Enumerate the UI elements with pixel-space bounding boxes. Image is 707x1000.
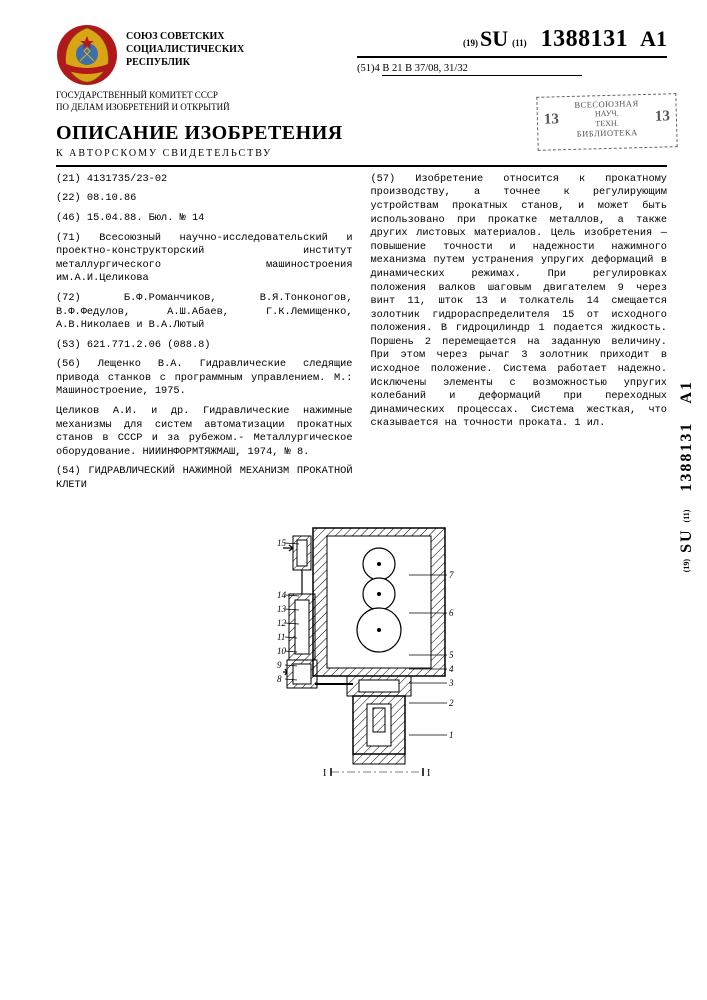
document-code: (19) SU (11) 1388131 A1	[357, 24, 667, 58]
svg-text:3: 3	[448, 678, 454, 688]
code-su: SU	[480, 25, 508, 53]
stamp-left: 13	[544, 111, 559, 131]
side-doc-code: (19) SU (11) 1388131 A1	[677, 380, 697, 572]
code-number: 1388131	[541, 24, 629, 54]
tax-value: В 21 В 37/08, 31/32	[382, 62, 582, 76]
stamp-mid: НАУЧ. ТЕХН.	[595, 109, 619, 129]
svg-text:12: 12	[277, 618, 287, 628]
svg-text:9: 9	[277, 660, 282, 670]
svg-text:8: 8	[277, 674, 282, 684]
svg-text:I: I	[323, 768, 326, 778]
svg-text:14: 14	[277, 590, 287, 600]
code-11: (11)	[512, 38, 527, 49]
svg-text:4: 4	[449, 664, 454, 674]
svg-text:13: 13	[277, 604, 287, 614]
org-name: СОЮЗ СОВЕТСКИХ СОЦИАЛИСТИЧЕСКИХ РЕСПУБЛИ…	[126, 24, 244, 69]
stamp-row3: БИБЛИОТЕКА	[544, 127, 670, 140]
library-stamp: ВСЕСОЮЗНАЯ 13 НАУЧ. ТЕХН. 13 БИБЛИОТЕКА	[536, 94, 677, 152]
doc-subtitle: К АВТОРСКОМУ СВИДЕТЕЛЬСТВУ	[56, 148, 667, 161]
code-19: (19)	[463, 38, 478, 49]
classification-line: (51)4 В 21 В 37/08, 31/32	[357, 62, 667, 76]
biblio-line: (56) Лещенко В.А. Гидравлические следящи…	[56, 358, 353, 399]
figure: 15 14 13 12 11 10 9 8 7 6 5 4 3 2 1 I I	[56, 508, 667, 778]
svg-text:1: 1	[449, 730, 454, 740]
svg-text:15: 15	[277, 538, 287, 548]
right-column: (57) Изобретение относится к прокатному …	[371, 173, 668, 499]
code-suffix: A1	[640, 25, 667, 53]
ussr-emblem	[56, 24, 118, 86]
biblio-line: (22) 08.10.86	[56, 192, 353, 206]
biblio-line: (54) ГИДРАВЛИЧЕСКИЙ НАЖИМНОЙ МЕХАНИЗМ ПР…	[56, 465, 353, 492]
title-block: ОПИСАНИЕ ИЗОБРЕТЕНИЯ К АВТОРСКОМУ СВИДЕТ…	[56, 121, 667, 167]
biblio-line: (21) 4131735/23-02	[56, 173, 353, 187]
left-column: (21) 4131735/23-02 (22) 08.10.86 (46) 15.0…	[56, 173, 353, 499]
biblio-line: (53) 621.771.2.06 (088.8)	[56, 339, 353, 353]
biblio-line: (71) Всесоюзный научно-исследовательский…	[56, 232, 353, 286]
biblio-line: Целиков А.И. и др. Гидравлические нажимн…	[56, 405, 353, 459]
svg-text:6: 6	[449, 608, 454, 618]
biblio-line: (46) 15.04.88. Бюл. № 14	[56, 212, 353, 226]
svg-text:7: 7	[449, 570, 454, 580]
svg-text:5: 5	[449, 650, 454, 660]
svg-text:2: 2	[449, 698, 454, 708]
stamp-right: 13	[655, 108, 670, 128]
tax-prefix: (51)4	[357, 63, 380, 74]
biblio-line: (72) Б.Ф.Романчиков, В.Я.Тонконогов, В.Ф…	[56, 292, 353, 333]
svg-text:11: 11	[277, 632, 285, 642]
svg-text:I: I	[427, 768, 430, 778]
abstract-text: (57) Изобретение относится к прокатному …	[371, 173, 668, 431]
svg-text:10: 10	[277, 646, 287, 656]
